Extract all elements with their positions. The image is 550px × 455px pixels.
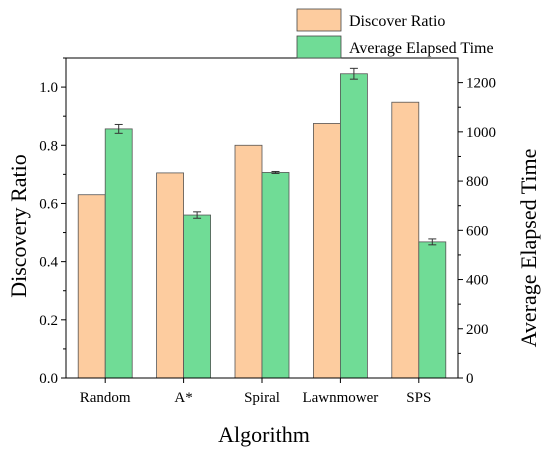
left-axis-title: Discovery Ratio: [6, 154, 31, 298]
right-tick-label: 200: [466, 322, 489, 338]
right-axis-title: Average Elapsed Time: [516, 149, 541, 348]
x-tick-label: A*: [174, 390, 192, 406]
left-tick-label: 0.2: [39, 313, 58, 329]
error-bar-sps: [428, 238, 437, 246]
right-tick-label: 800: [466, 174, 489, 190]
error-bar-random: [114, 123, 123, 134]
bar-discover-ratio-lawnmower: [312, 123, 341, 379]
bar-average-elapsed-time-random: [104, 128, 133, 379]
bar-discover-ratio-spiral: [234, 144, 263, 379]
right-tick-label: 0: [466, 371, 474, 387]
bar-discover-ratio-a: [156, 172, 185, 379]
x-tick-label: Random: [80, 390, 131, 406]
left-tick-label: 0.4: [39, 255, 58, 271]
bar-discover-ratio-sps: [391, 101, 420, 379]
error-bar-spiral: [271, 170, 280, 174]
error-bar-lawnmower: [349, 67, 358, 80]
legend-swatch-discover-ratio: [296, 8, 342, 32]
left-tick-label: 1.0: [39, 80, 58, 96]
right-tick-label: 1200: [466, 76, 496, 92]
legend: Discover Ratio Average Elapsed Time: [296, 8, 494, 59]
bar-average-elapsed-time-lawnmower: [339, 73, 368, 379]
discover-ratio-series: [77, 101, 420, 379]
right-tick-label: 600: [466, 223, 489, 239]
error-bars: [114, 67, 437, 246]
left-tick-label: 0.0: [39, 371, 58, 387]
bar-average-elapsed-time-sps: [418, 241, 447, 379]
right-tick-label: 1000: [466, 125, 496, 141]
legend-label-discover-ratio: Discover Ratio: [349, 13, 445, 30]
right-axis-ticks: 0 200 400 600 800 1000 1200: [458, 76, 496, 387]
bar-average-elapsed-time-spiral: [261, 172, 290, 379]
x-tick-label: SPS: [406, 390, 431, 406]
right-tick-label: 400: [466, 273, 489, 289]
legend-label-average-elapsed-time: Average Elapsed Time: [349, 40, 494, 57]
error-bar-a: [193, 211, 202, 219]
bar-discover-ratio-random: [77, 194, 106, 379]
left-tick-label: 0.8: [39, 138, 58, 154]
x-tick-label: Spiral: [244, 390, 280, 406]
left-axis-ticks: 0.0 0.2 0.4 0.6 0.8 1.0: [39, 57, 66, 387]
left-tick-label: 0.6: [39, 196, 58, 212]
x-axis-title: Algorithm: [218, 422, 310, 447]
legend-swatch-average-elapsed-time: [296, 35, 342, 59]
bar-average-elapsed-time-a: [183, 214, 212, 379]
x-axis-ticks: Random A* Spiral Lawnmower SPS: [80, 378, 431, 406]
x-tick-label: Lawnmower: [302, 390, 378, 406]
